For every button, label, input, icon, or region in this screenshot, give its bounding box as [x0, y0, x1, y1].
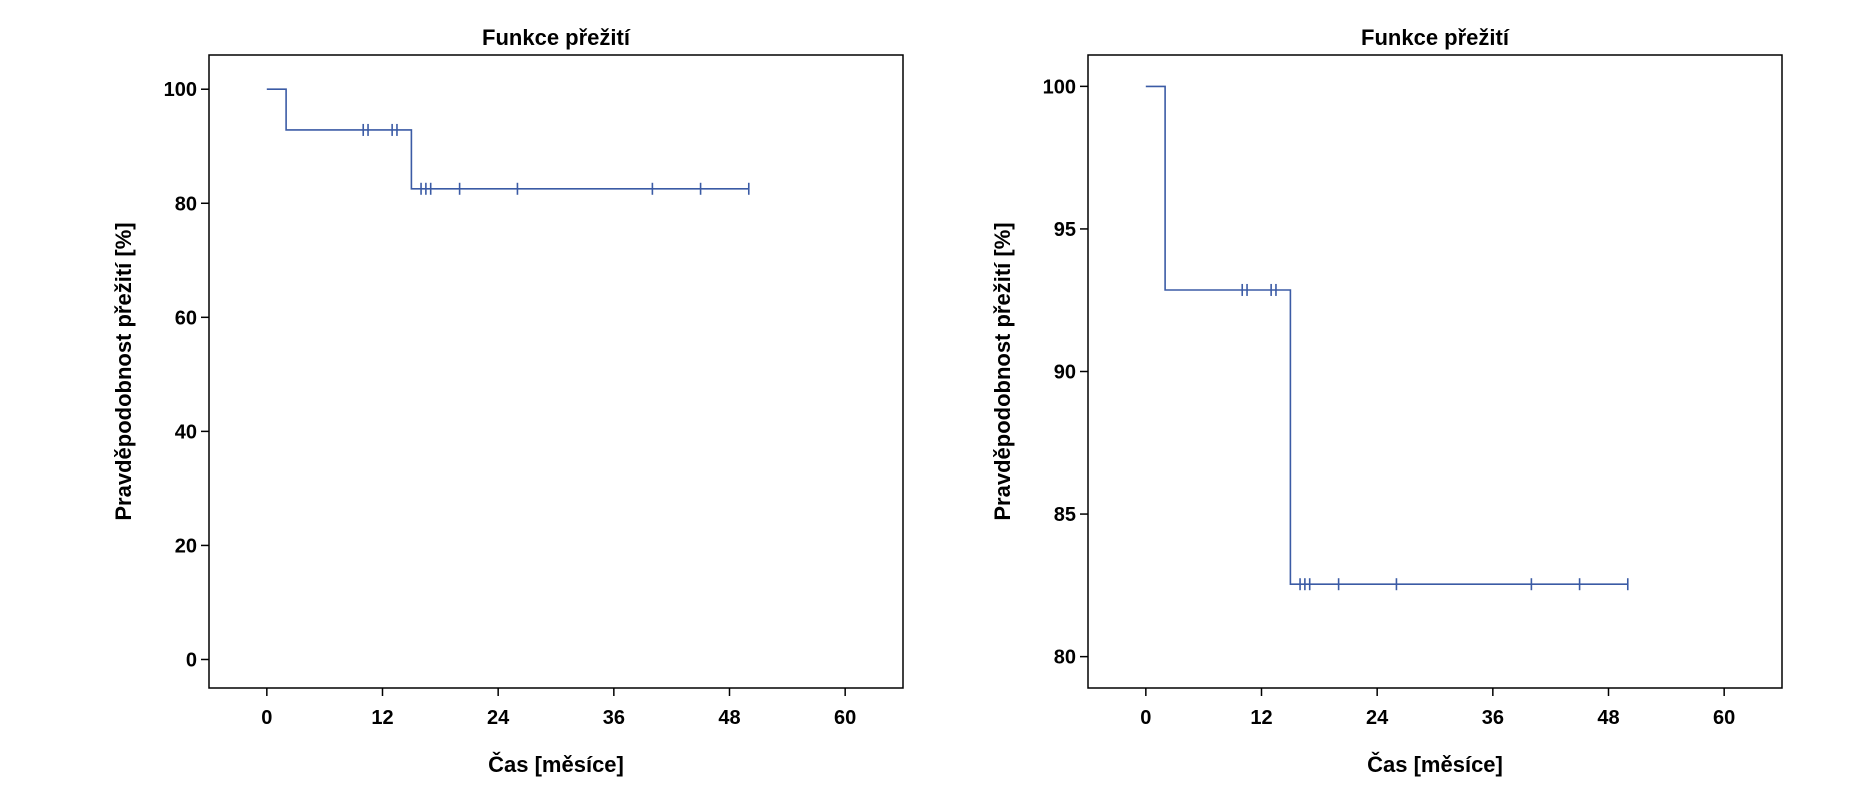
y-tick-label: 0 [186, 649, 197, 671]
x-tick-label: 12 [1250, 707, 1272, 729]
x-tick-label: 60 [834, 707, 856, 729]
chart-title: Funkce přežití [482, 25, 631, 50]
y-tick-label: 100 [164, 79, 197, 101]
x-tick-label: 36 [603, 707, 625, 729]
chart-title: Funkce přežití [1361, 25, 1510, 50]
x-tick-label: 24 [487, 707, 510, 729]
x-tick-label: 12 [371, 707, 393, 729]
plot-frame [208, 54, 904, 689]
y-tick-label: 80 [175, 193, 197, 215]
y-tick-label: 20 [175, 535, 197, 557]
x-tick-label: 0 [1140, 707, 1151, 729]
x-axis-label: Čas [měsíce] [488, 752, 624, 777]
survival-chart-left: Funkce přežití 0 12 24 36 48 60 0 20 40 60 80 100 Čas… [111, 25, 904, 777]
x-tick-label: 48 [1597, 707, 1619, 729]
y-tick-label: 80 [1054, 647, 1076, 669]
survival-curve [1145, 85, 1628, 586]
y-tick-label: 40 [175, 421, 197, 443]
survival-chart-right: Funkce přežití 0 12 24 36 48 60 80 85 90 95 100 Čas … [990, 25, 1783, 777]
x-tick-label: 0 [261, 707, 272, 729]
y-tick-label: 90 [1054, 362, 1076, 384]
x-tick-label: 36 [1482, 707, 1504, 729]
x-axis-label: Čas [měsíce] [1367, 752, 1503, 777]
x-tick-label: 24 [1366, 707, 1389, 729]
plot-frame [1087, 54, 1783, 689]
y-axis-label: Pravděpodobnost přežití [%] [990, 222, 1015, 520]
y-tick-label: 100 [1043, 76, 1076, 98]
y-tick-label: 85 [1054, 504, 1076, 526]
x-tick-label: 60 [1713, 707, 1735, 729]
y-tick-label: 95 [1054, 219, 1076, 241]
survival-curve [266, 88, 749, 190]
x-tick-label: 48 [718, 707, 740, 729]
y-axis-label: Pravděpodobnost přežití [%] [111, 222, 136, 520]
y-tick-label: 60 [175, 307, 197, 329]
